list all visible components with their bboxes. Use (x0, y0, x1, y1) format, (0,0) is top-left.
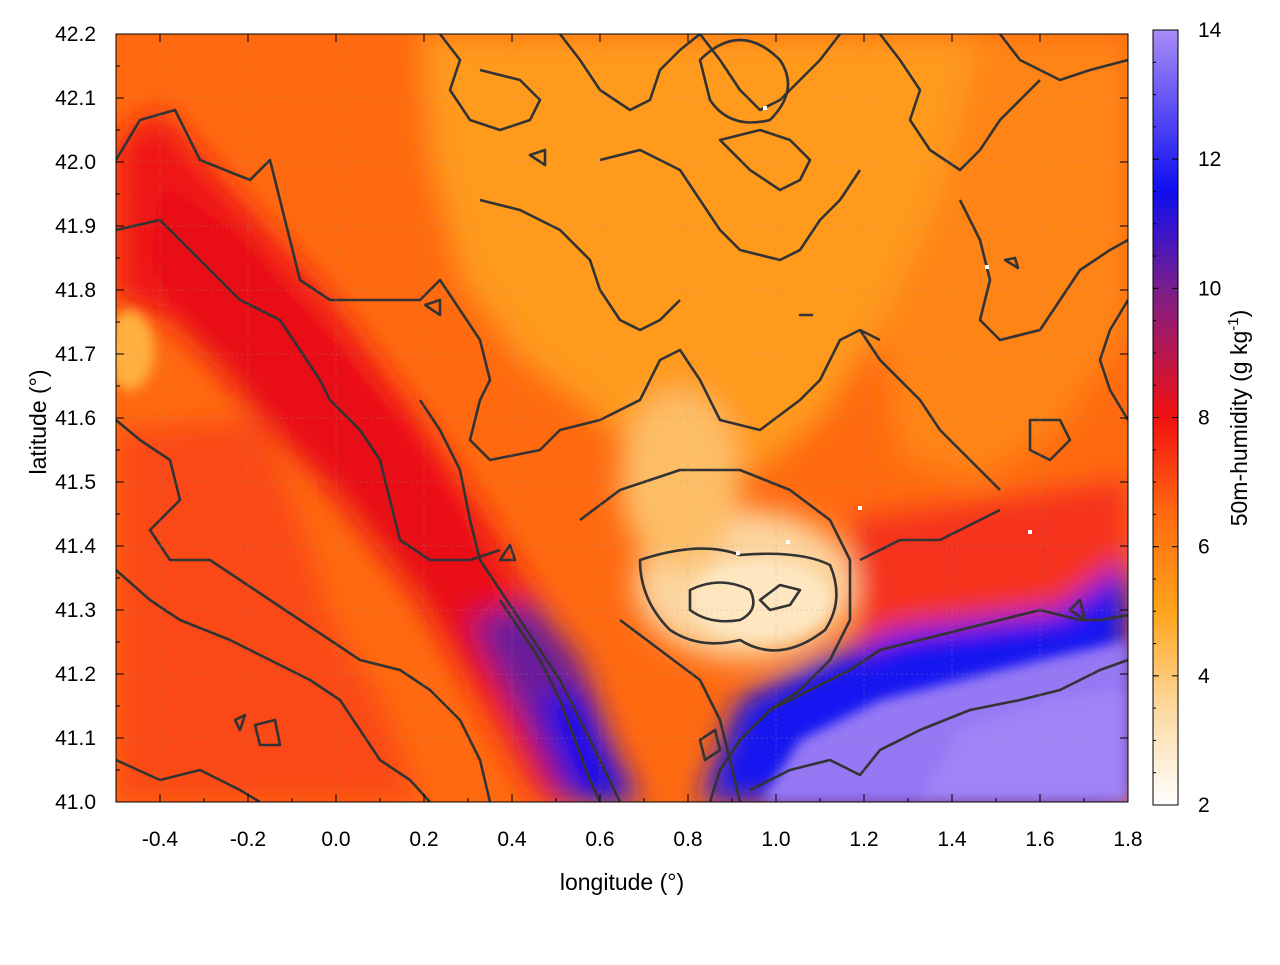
x-tick-label: 1.4 (937, 828, 967, 851)
x-tick-label: 0.2 (409, 828, 438, 851)
contour-line (718, 128, 812, 192)
field-delta-blue (540, 690, 640, 802)
colorbar-tick-label: 10 (1198, 277, 1221, 300)
y-tick-label: 41.4 (55, 535, 96, 558)
x-tick-label: -0.4 (142, 828, 179, 851)
contour-line (498, 543, 517, 562)
y-tick-label: 41.2 (55, 663, 96, 686)
station-marker (1028, 530, 1032, 534)
contour-line (698, 34, 842, 112)
contour-line (958, 199, 1128, 342)
station-marker (858, 506, 862, 510)
y-tick-label: 41.1 (55, 727, 96, 750)
y-axis: 41.0 41.1 41.2 41.3 41.4 41.5 41.6 41.7 41.8 41.9… (55, 23, 1128, 814)
contour-line (116, 108, 881, 462)
contour-line (758, 583, 802, 612)
x-tick-label: 0.8 (673, 828, 702, 851)
x-tick-label: -0.2 (230, 828, 266, 851)
station-marker (786, 540, 790, 544)
colorbar-tick-label: 12 (1198, 148, 1221, 171)
x-tick-label: 0.0 (321, 828, 350, 851)
contour-line (749, 658, 1128, 792)
contour-line (859, 508, 1001, 562)
contour-line (423, 298, 442, 317)
y-tick-label: 41.0 (55, 791, 96, 814)
y-tick-label: 41.9 (55, 215, 96, 238)
field-west-pale-patch (116, 310, 154, 390)
x-axis-label: longitude (°) (560, 869, 684, 895)
contour-line (858, 329, 1001, 491)
station-marker (763, 106, 767, 110)
grid-lines (116, 34, 1128, 802)
field-north-east (880, 34, 1128, 480)
x-tick-label: 0.6 (585, 828, 614, 851)
contour-line (619, 618, 742, 802)
contour-line (116, 419, 492, 802)
contour-line (698, 38, 790, 124)
colorbar-tick-label: 14 (1198, 19, 1222, 42)
contour-line (878, 34, 1041, 172)
field-northern-interior (420, 34, 980, 480)
field-sea-violet-east (920, 690, 1128, 802)
field-moist-band-core (150, 180, 520, 690)
contour-line (438, 34, 542, 132)
contour-line (558, 34, 701, 112)
station-markers (736, 106, 1032, 555)
field-dry-plateau-plume (620, 390, 740, 570)
x-tick-label: 1.2 (849, 828, 878, 851)
contour-line (998, 34, 1128, 82)
x-tick-label: 1.6 (1025, 828, 1054, 851)
contour-line (1098, 299, 1128, 421)
contour-line (1003, 256, 1020, 270)
colorbar-ticks: 2 4 6 8 10 12 14 (1153, 19, 1222, 817)
contour-line (599, 148, 862, 262)
x-tick-label: 1.8 (1113, 828, 1142, 851)
y-axis-label: latitude (°) (25, 369, 51, 474)
contour-line (116, 569, 431, 802)
contour-lines (116, 34, 1128, 802)
colorbar-label: 50m-humidity (g kg-1) (1225, 310, 1252, 527)
contour-line (418, 399, 622, 802)
contour-line (116, 218, 501, 562)
contour-line (498, 599, 602, 802)
colorbar-tick-label: 6 (1198, 536, 1210, 559)
y-tick-label: 41.3 (55, 599, 96, 622)
plot-area (116, 34, 1128, 802)
x-axis: -0.4 -0.2 0.0 0.2 0.4 0.6 0.8 1.0 1.2 1.4 1.6 1.8 (115, 34, 1143, 851)
contour-line (116, 758, 261, 802)
contour-line (233, 713, 247, 732)
contour-line (1028, 418, 1072, 462)
colorbar-tick-label: 2 (1198, 794, 1210, 817)
y-tick-label: 42.0 (55, 151, 96, 174)
y-tick-label: 41.7 (55, 343, 96, 366)
contour-line (688, 581, 755, 623)
y-tick-label: 41.6 (55, 407, 96, 430)
station-marker (736, 551, 740, 555)
y-tick-label: 41.8 (55, 279, 96, 302)
contour-line (698, 728, 722, 762)
colorbar-tick-label: 8 (1198, 407, 1210, 430)
contour-line (528, 148, 547, 167)
colorbar-tick-label: 4 (1198, 665, 1210, 688)
station-marker (985, 265, 989, 269)
x-tick-label: 1.0 (761, 828, 790, 851)
contour-line (253, 718, 282, 747)
y-tick-label: 42.1 (55, 87, 96, 110)
x-tick-label: 0.4 (497, 828, 527, 851)
y-tick-label: 41.5 (55, 471, 96, 494)
y-tick-label: 42.2 (55, 23, 96, 46)
